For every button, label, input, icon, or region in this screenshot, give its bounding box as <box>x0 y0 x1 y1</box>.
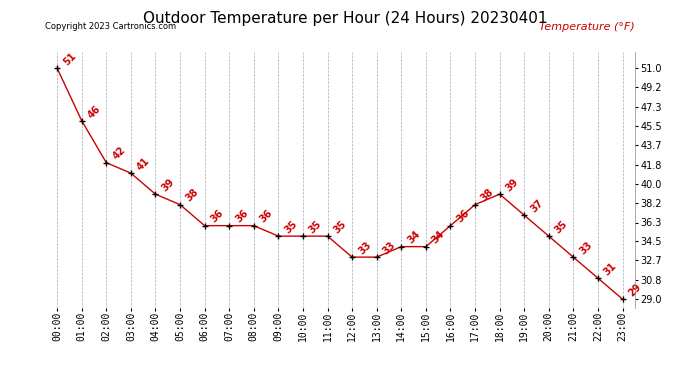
Text: 51: 51 <box>61 51 78 68</box>
Text: Outdoor Temperature per Hour (24 Hours) 20230401: Outdoor Temperature per Hour (24 Hours) … <box>143 11 547 26</box>
Text: 31: 31 <box>602 261 619 278</box>
Text: Temperature (°F): Temperature (°F) <box>539 22 635 32</box>
Text: 37: 37 <box>529 198 545 214</box>
Text: 36: 36 <box>233 208 250 225</box>
Text: 36: 36 <box>455 208 471 225</box>
Text: 38: 38 <box>479 187 496 204</box>
Text: 29: 29 <box>627 282 643 298</box>
Text: 34: 34 <box>406 229 422 246</box>
Text: Copyright 2023 Cartronics.com: Copyright 2023 Cartronics.com <box>45 22 176 31</box>
Text: 33: 33 <box>356 240 373 256</box>
Text: 38: 38 <box>184 187 201 204</box>
Text: 33: 33 <box>578 240 594 256</box>
Text: 36: 36 <box>209 208 226 225</box>
Text: 35: 35 <box>282 219 299 236</box>
Text: 33: 33 <box>381 240 397 256</box>
Text: 36: 36 <box>258 208 275 225</box>
Text: 42: 42 <box>110 145 127 162</box>
Text: 34: 34 <box>430 229 446 246</box>
Text: 35: 35 <box>307 219 324 236</box>
Text: 35: 35 <box>332 219 348 236</box>
Text: 35: 35 <box>553 219 569 236</box>
Text: 46: 46 <box>86 104 103 120</box>
Text: 39: 39 <box>504 177 520 194</box>
Text: 39: 39 <box>159 177 176 194</box>
Text: 41: 41 <box>135 156 152 172</box>
